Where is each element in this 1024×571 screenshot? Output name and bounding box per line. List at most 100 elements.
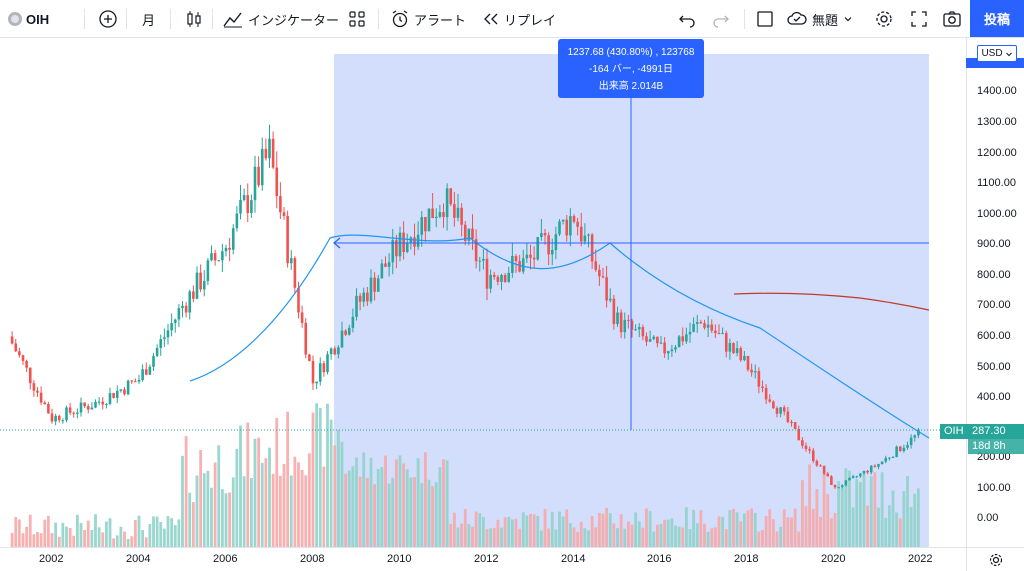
volume-bar (764, 516, 768, 547)
price-tick-label: 1000.00 (977, 208, 1017, 220)
candle-body (355, 295, 358, 317)
interval-button[interactable]: 月 (142, 0, 155, 38)
candle-body (728, 342, 732, 352)
candle-body (735, 348, 739, 354)
volume-bar (641, 527, 645, 547)
currency-button[interactable]: USD (977, 45, 1017, 62)
volume-bar (104, 521, 108, 547)
volume-bar (166, 516, 170, 547)
volume-bar (231, 477, 235, 547)
bar-countdown: 18d 8h (968, 439, 1024, 454)
candle-body (703, 323, 706, 328)
last-price-tag: 287.30 (968, 424, 1024, 439)
candle-body (297, 287, 300, 313)
candle-body (880, 461, 884, 465)
price-tick-label: 0.00 (977, 512, 999, 524)
volume-bar (137, 515, 141, 547)
alert-button[interactable]: アラート (390, 0, 466, 38)
undo-button[interactable] (678, 0, 696, 38)
candle-body (304, 322, 308, 355)
redo-button[interactable] (712, 0, 730, 38)
candle-body (891, 456, 895, 458)
price-tick-label: 1300.00 (977, 116, 1017, 128)
volume-bar (829, 518, 833, 547)
volume-bar (844, 468, 848, 547)
candle-body (213, 253, 217, 261)
candle-body (714, 330, 717, 334)
candle-body (311, 360, 315, 384)
volume-bar (489, 528, 493, 547)
undo-icon (679, 15, 695, 28)
volume-bar (916, 488, 920, 547)
volume-bar (112, 538, 116, 547)
chart-pane[interactable]: TV (0, 38, 966, 547)
volume-bar (594, 527, 598, 547)
volume-bar (775, 531, 779, 547)
replay-icon (484, 13, 498, 25)
volume-bar (380, 467, 384, 547)
candle-body (815, 460, 819, 466)
volume-bar (61, 522, 65, 547)
select-button[interactable] (756, 0, 774, 38)
layout-button[interactable]: 無題 (786, 0, 854, 38)
fullscreen-button[interactable] (910, 0, 928, 38)
symbol-price-tag: OIH (940, 424, 968, 439)
candle-body (43, 402, 47, 404)
volume-bar (579, 521, 583, 547)
time-axis[interactable]: 2002 2004 2006 2008 2010 2012 2014 2016 2018 2020… (0, 547, 966, 571)
volume-bar (496, 519, 500, 547)
post-button[interactable]: 投稿 (970, 0, 1024, 37)
candle-body (10, 336, 14, 344)
price-tick-label: 800.00 (977, 269, 1011, 281)
volume-bar (300, 469, 304, 547)
volume-bar (416, 458, 420, 547)
volume-bar (228, 492, 232, 547)
volume-bar (713, 527, 717, 547)
candle-body (906, 445, 909, 448)
candle-body (811, 450, 815, 461)
compare-button[interactable] (98, 0, 118, 38)
candle-body (576, 221, 579, 227)
candle-body (819, 465, 822, 467)
gear-icon (876, 11, 892, 27)
volume-bar (72, 535, 76, 547)
templates-button[interactable] (348, 0, 366, 38)
candle-body (695, 322, 699, 324)
candle-body (627, 319, 630, 321)
candle-body (637, 327, 641, 330)
time-tick-label: 2014 (561, 553, 586, 565)
volume-bar (819, 516, 822, 547)
volume-bar (188, 492, 192, 547)
price-axis[interactable]: 1500.001400.001300.001200.001100.001000.… (966, 38, 1024, 547)
volume-bar (554, 529, 558, 547)
candle-body (710, 324, 714, 331)
screenshot-button[interactable] (942, 0, 962, 38)
chevron-down-icon (844, 17, 852, 22)
volume-bar (286, 411, 290, 547)
candle-body (851, 476, 855, 479)
bar-style-button[interactable] (184, 0, 204, 38)
symbol-search[interactable]: OIH (8, 0, 49, 38)
volume-bar (362, 452, 366, 547)
indicators-button[interactable]: インジケーター (222, 0, 339, 38)
axis-settings-button[interactable] (966, 547, 1024, 571)
volume-bar (119, 526, 123, 547)
toolbar-divider (744, 9, 745, 29)
price-tick-label: 100.00 (977, 482, 1011, 494)
candle-body (547, 235, 550, 255)
volume-bar (355, 457, 358, 547)
time-tick-label: 2004 (126, 553, 151, 565)
volume-bar (456, 527, 460, 547)
replay-button[interactable]: リプレイ (482, 0, 556, 38)
candle-body (746, 355, 750, 370)
volume-bar (217, 445, 221, 547)
interval-label: 月 (142, 12, 156, 28)
settings-button[interactable] (874, 0, 894, 38)
price-chart[interactable] (0, 38, 966, 547)
volume-bar (318, 407, 322, 547)
candle-body (489, 274, 492, 289)
candle-body (177, 308, 181, 320)
volume-bar (514, 518, 518, 547)
candle-body (496, 276, 500, 282)
candlesticks (10, 124, 920, 489)
